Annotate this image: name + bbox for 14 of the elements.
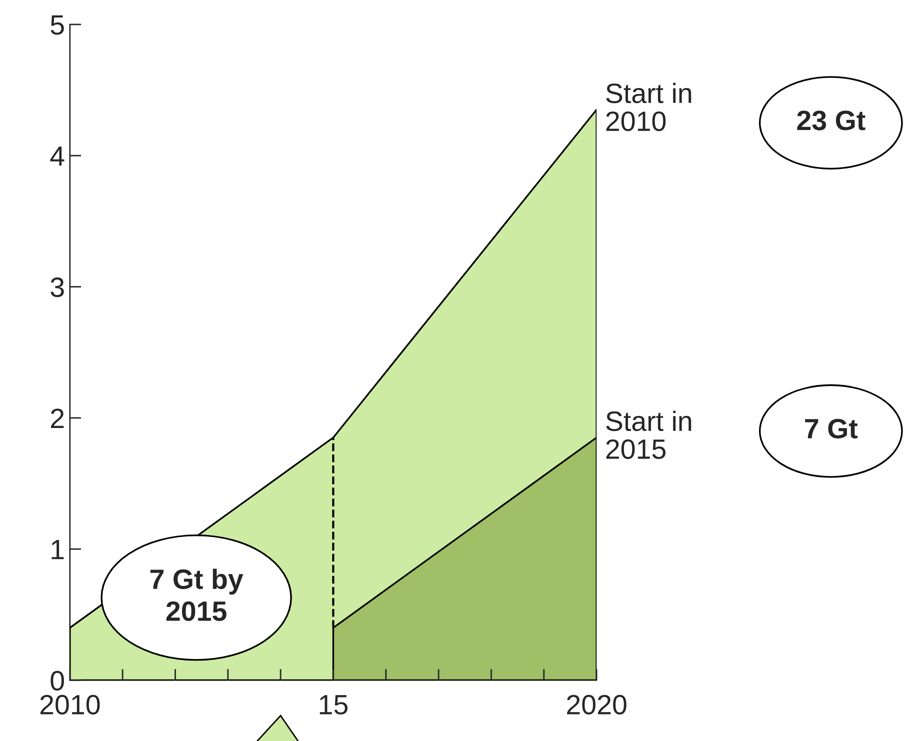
series-label: Start in 2010 [606, 82, 692, 132]
y-tick-label: 5 [50, 15, 64, 35]
y-tick-label: 1 [52, 540, 64, 560]
x-tick-label: 2020 [567, 694, 626, 715]
y-tick-label: 4 [50, 146, 64, 166]
y-tick-label: 0 [50, 670, 64, 691]
x-tick-label: 2010 [40, 694, 100, 715]
text: 7 Gt [805, 418, 858, 438]
annotation: 7 Gt by 2015 [150, 568, 244, 622]
text: 23 Gt [797, 110, 866, 130]
x-tick-label: 15 [320, 695, 348, 715]
series-label: Start in 2015 [606, 410, 692, 460]
y-tick-label: 3 [50, 277, 64, 298]
y-tick-label: 2 [51, 408, 64, 428]
